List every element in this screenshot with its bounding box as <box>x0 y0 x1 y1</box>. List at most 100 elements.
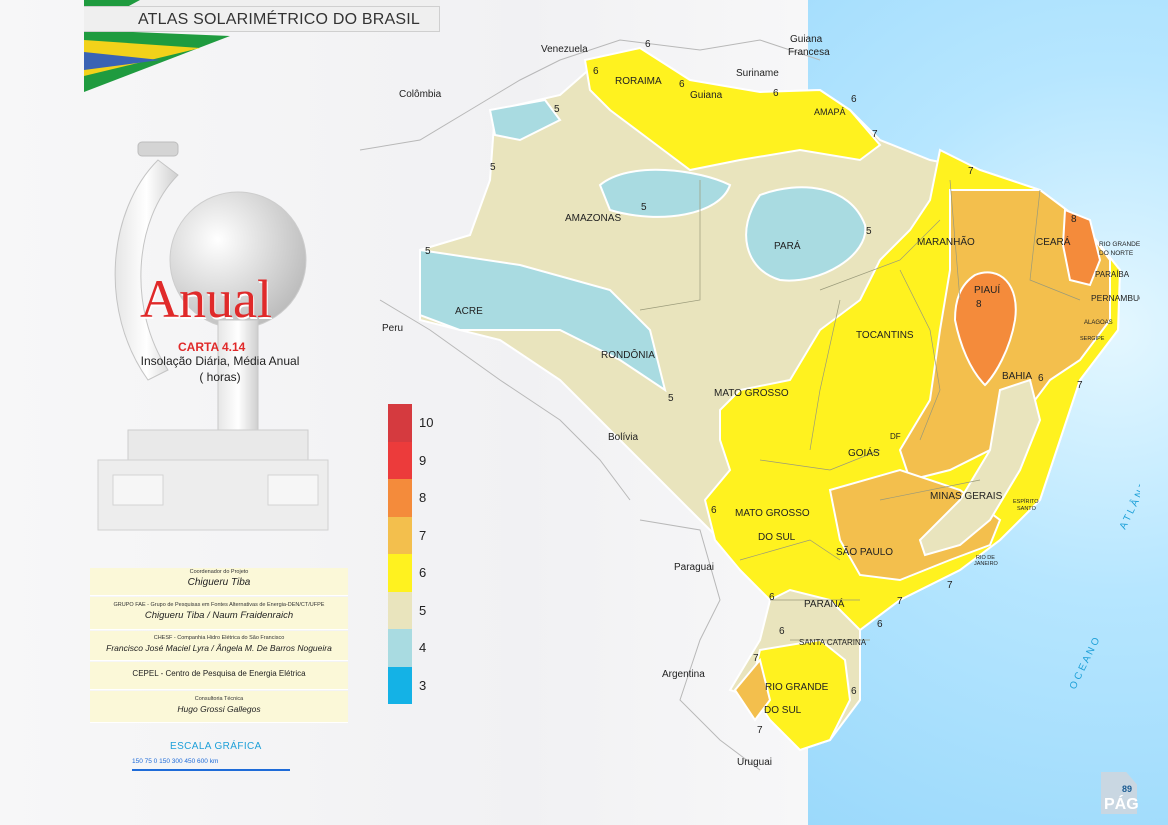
label-guiana-francesa-1: Guiana <box>790 34 823 45</box>
label-es-2: SANTO <box>1017 506 1037 512</box>
isoline-label: 6 <box>851 686 857 697</box>
label-bahia: BAHIA <box>1002 371 1032 382</box>
credit-chesf: CHESF - Companhia Hidro Elétrica do São … <box>90 631 348 661</box>
zone-8-piaui <box>953 271 1017 387</box>
label-df: DF <box>890 432 901 441</box>
legend-swatch <box>388 441 412 479</box>
legend-label: 8 <box>419 490 427 505</box>
scale-bar <box>132 769 290 771</box>
legend-swatch <box>388 554 412 592</box>
legend-label: 9 <box>419 452 427 468</box>
carta-unit: ( horas) <box>199 370 241 384</box>
isoline-label: 6 <box>711 505 717 516</box>
label-tocantins: TOCANTINS <box>856 330 914 341</box>
isoline-label: 5 <box>490 162 496 173</box>
credit-chesf-names: Francisco José Maciel Lyra / Ângela M. D… <box>106 643 332 653</box>
credit-consultoria: Consultoria Técnica Hugo Grossi Gallegos <box>90 691 348 723</box>
credit-fae: GRUPO FAE - Grupo de Pesquisas em Fontes… <box>90 597 348 630</box>
isoline-label: 6 <box>779 626 785 637</box>
isoline-label: 7 <box>897 596 903 607</box>
credit-fae-names: Chigueru Tiba / Naum Fraidenraich <box>144 610 294 621</box>
isoline-label: 6 <box>679 79 685 90</box>
label-piaui: PIAUÍ <box>974 283 1000 296</box>
ocean-label: O C E A N O <box>1068 636 1103 691</box>
zone-6-north <box>583 46 882 172</box>
label-paraguai: Paraguai <box>674 562 714 573</box>
zone-4-para-lake <box>745 186 867 282</box>
neighbour-borders <box>359 39 821 771</box>
label-santa-catarina: SANTA CATARINA <box>799 638 867 647</box>
legend-label: 4 <box>419 640 427 655</box>
label-es-1: ESPÍRITO <box>1013 498 1039 505</box>
isoline-label: 5 <box>866 226 872 237</box>
isoline-label: 5 <box>668 393 674 404</box>
atlas-title: ATLAS SOLARIMÉTRICO DO BRASIL <box>84 6 440 32</box>
zone-7-southeast <box>828 468 1002 582</box>
zone-8-rn <box>1061 208 1102 287</box>
isoline-label: 5 <box>554 104 560 115</box>
isoline-label: 7 <box>968 166 974 177</box>
label-sergipe: SERGIPE <box>1080 336 1105 342</box>
isoline-label: 6 <box>593 66 599 77</box>
isoline-label: 8 <box>976 299 982 310</box>
isoline-label: 7 <box>947 580 953 591</box>
label-suriname: Suriname <box>736 68 779 79</box>
carta-subtitle: Insolação Diária, Média Anual <box>140 354 300 368</box>
zone-5-minas <box>918 378 1042 557</box>
scale-ticks: 150 75 0 150 300 450 600 km <box>132 758 219 765</box>
label-ms-2: DO SUL <box>758 532 796 543</box>
isoline-label: 6 <box>1038 373 1044 384</box>
label-parana: PARANÁ <box>804 597 845 610</box>
label-guiana: Guiana <box>690 90 723 101</box>
label-ms-1: MATO GROSSO <box>735 508 810 519</box>
scale-title: ESCALA GRÁFICA <box>170 741 262 752</box>
legend-swatch <box>388 591 412 629</box>
zone-4-amazonas-lake <box>598 168 732 218</box>
credit-cepel: CEPEL - Centro de Pesquisa de Energia El… <box>90 662 348 690</box>
legend-swatch <box>388 516 412 554</box>
legend-label: 7 <box>419 527 427 543</box>
label-uruguai: Uruguai <box>737 757 772 768</box>
label-acre: ACRE <box>455 306 483 317</box>
zone-7-rs-west <box>733 657 772 722</box>
atlantic-label: A T L Â N T I C O <box>1116 456 1140 531</box>
label-rn-1: RIO GRANDE <box>1099 241 1140 248</box>
isoline-label: 5 <box>641 202 647 213</box>
credit-coordinator-role: Coordenador do Projeto <box>189 569 249 575</box>
isoline-label: 7 <box>1077 380 1083 391</box>
label-sao-paulo: SÃO PAULO <box>836 545 893 558</box>
label-guiana-francesa-2: Francesa <box>788 47 830 58</box>
label-rs-1: RIO GRANDE <box>765 682 829 693</box>
label-bolivia: Bolívia <box>608 432 638 443</box>
legend-label: 3 <box>419 677 427 693</box>
page-badge <box>1101 772 1137 814</box>
legend-label: 10 <box>419 415 434 430</box>
label-para: PARÁ <box>774 239 801 252</box>
credit-chesf-group: CHESF - Companhia Hidro Elétrica do São … <box>153 635 285 641</box>
credit-consultoria-role: Consultoria Técnica <box>194 696 244 702</box>
label-rondonia: RONDÔNIA <box>601 348 655 361</box>
legend-swatch <box>388 666 412 704</box>
isoline-label: 6 <box>645 39 651 50</box>
zone-4-north <box>488 98 562 142</box>
label-ceara: CEARÁ <box>1036 235 1071 248</box>
label-paraiba: PARAÍBA <box>1095 270 1130 279</box>
label-colombia: Colômbia <box>399 89 442 100</box>
legend-swatch <box>388 479 412 517</box>
legend-swatch <box>388 404 412 442</box>
anual-title: Anual <box>140 269 272 329</box>
credit-cepel-text: CEPEL - Centro de Pesquisa de Energia El… <box>132 669 306 678</box>
label-rj-2: JANEIRO <box>974 561 999 567</box>
label-peru: Peru <box>382 323 403 334</box>
zone-4-acre-rondonia <box>419 248 667 393</box>
isoline-label: 7 <box>757 725 763 736</box>
isoline-label: 6 <box>877 619 883 630</box>
isoline-label: 7 <box>872 129 878 140</box>
label-rj-1: RIO DE <box>976 555 995 561</box>
isoline-label: 6 <box>769 592 775 603</box>
isoline-label: 6 <box>851 94 857 105</box>
label-argentina: Argentina <box>662 669 705 680</box>
legend-label: 5 <box>419 602 427 618</box>
label-goias: GOIÁS <box>848 446 880 459</box>
